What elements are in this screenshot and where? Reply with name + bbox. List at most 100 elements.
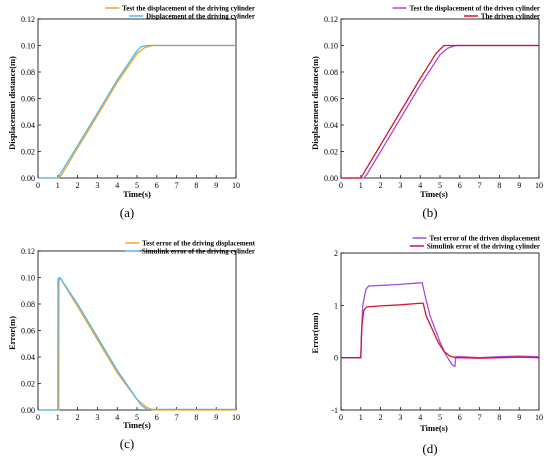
chart-a-xtick-label: 0 bbox=[36, 181, 40, 190]
chart-b-series-1-line bbox=[341, 44, 539, 179]
chart-b-ytick-label: 0.04 bbox=[324, 121, 338, 130]
chart-c-panel-label: (c) bbox=[120, 436, 134, 451]
chart-c-ytick-label: 0.00 bbox=[21, 406, 35, 415]
chart-b-panel-label: (b) bbox=[422, 205, 437, 220]
chart-a-xtick-label: 10 bbox=[232, 181, 240, 190]
chart-b-xtick-label: 9 bbox=[517, 181, 521, 190]
chart-a-panel-label: (a) bbox=[120, 205, 134, 220]
chart-d-ytick-label: 0 bbox=[334, 354, 338, 363]
chart-b-xtick-label: 2 bbox=[379, 181, 383, 190]
chart-d-ytick-label: -1 bbox=[331, 406, 338, 415]
chart-c-xtick-label: 7 bbox=[175, 413, 179, 422]
chart-panel-a: Displacement distance(m) Time(s) (a) 0 1 2… bbox=[7, 5, 255, 221]
chart-a-frame bbox=[37, 18, 237, 179]
chart-a-legend-label: Displacement of the driving cylinder bbox=[146, 13, 255, 21]
chart-d-xtick-label: 3 bbox=[398, 413, 402, 422]
chart-c-xtick-label: 10 bbox=[232, 413, 240, 422]
chart-b-legend-label: The driven cylinder bbox=[481, 13, 540, 21]
chart-panel-d: Error(mm) Time(s) (d) 0 1 2 3 4 5 6 7 8 9 10-1012T… bbox=[310, 235, 543, 457]
chart-d-ytick-label: 1 bbox=[334, 301, 338, 310]
chart-c-frame bbox=[37, 250, 237, 411]
chart-a-xtick-label: 6 bbox=[155, 181, 159, 190]
chart-b-xtick-label: 3 bbox=[398, 181, 402, 190]
chart-b-xlabel: Time(s) bbox=[420, 189, 448, 199]
chart-c-xtick-label: 3 bbox=[95, 413, 99, 422]
chart-a-ylabel: Displacement distance(m) bbox=[7, 56, 17, 150]
chart-b-ytick-label: 0.08 bbox=[324, 68, 338, 77]
chart-d-xtick-label: 7 bbox=[478, 413, 482, 422]
chart-b-ytick-label: 0.12 bbox=[324, 15, 338, 24]
chart-c-xtick-label: 1 bbox=[56, 413, 60, 422]
chart-d-ylabel: Error(mm) bbox=[310, 312, 320, 353]
chart-d-xtick-label: 0 bbox=[339, 413, 343, 422]
chart-d-ytick-label: 2 bbox=[334, 249, 338, 258]
chart-d-xtick-label: 1 bbox=[359, 413, 363, 422]
chart-d-legend-label: Test error of the driven displacement bbox=[430, 235, 541, 243]
chart-a-xtick-label: 1 bbox=[56, 181, 60, 190]
chart-b-ylabel: Displacement distance(m) bbox=[310, 56, 320, 150]
chart-panel-c: Error(m) Time(s) (c) 0 1 2 3 4 5 6 7 8 9 10 0.00 0.0… bbox=[7, 240, 256, 452]
chart-c-ytick-label: 0.10 bbox=[21, 274, 35, 283]
chart-a-xtick-label: 4 bbox=[115, 181, 119, 190]
chart-b-xtick-label: 1 bbox=[359, 181, 363, 190]
chart-a-legend-label: Test the displacement of the driving cyl… bbox=[122, 5, 255, 13]
chart-b-ytick-label: 0.00 bbox=[324, 174, 338, 183]
chart-b-xtick-label: 4 bbox=[418, 181, 422, 190]
chart-d-legend-label: Simulink error of the driving cylinder bbox=[427, 243, 540, 251]
chart-b-series-2-line bbox=[341, 44, 539, 179]
chart-a-xtick-label: 3 bbox=[95, 181, 99, 190]
chart-c-ylabel: Error(m) bbox=[7, 316, 17, 350]
chart-b-xtick-label: 10 bbox=[535, 181, 543, 190]
chart-c-ytick-label: 0.02 bbox=[21, 380, 35, 389]
chart-c-series-1-line bbox=[38, 278, 236, 411]
chart-c-ytick-label: 0.12 bbox=[21, 247, 35, 256]
chart-a-series-1-line bbox=[38, 44, 236, 179]
chart-d-xtick-label: 9 bbox=[517, 413, 521, 422]
chart-a-series-2-line bbox=[38, 44, 236, 179]
chart-c-series-2-line bbox=[38, 276, 236, 411]
chart-b-xtick-label: 5 bbox=[438, 181, 442, 190]
chart-panel-b: Displacement distance(m) Time(s) (b) 0 1 2… bbox=[310, 5, 543, 221]
chart-d-xtick-label: 4 bbox=[418, 413, 422, 422]
chart-b-ytick-label: 0.02 bbox=[324, 148, 338, 157]
chart-c-xtick-label: 9 bbox=[214, 413, 218, 422]
chart-d-xtick-label: 6 bbox=[458, 413, 462, 422]
chart-a-ytick-label: 0.04 bbox=[21, 121, 35, 130]
chart-a-ytick-label: 0.08 bbox=[21, 68, 35, 77]
chart-c-xtick-label: 8 bbox=[194, 413, 198, 422]
chart-a-ytick-label: 0.10 bbox=[21, 42, 35, 51]
chart-a-ytick-label: 0.12 bbox=[21, 15, 35, 24]
chart-d-xtick-label: 5 bbox=[438, 413, 442, 422]
chart-c-legend-label: Simulink error of the driving cylinder bbox=[142, 248, 255, 256]
chart-c-ytick-label: 0.08 bbox=[21, 300, 35, 309]
chart-c-xtick-label: 4 bbox=[115, 413, 119, 422]
chart-d-xlabel: Time(s) bbox=[420, 423, 448, 433]
chart-c-xtick-label: 0 bbox=[36, 413, 40, 422]
chart-a-xlabel: Time(s) bbox=[123, 189, 151, 199]
chart-d-series-1-line bbox=[341, 282, 540, 368]
chart-a-xtick-label: 2 bbox=[76, 181, 80, 190]
chart-d-panel-label: (d) bbox=[422, 441, 437, 456]
chart-a-ytick-label: 0.06 bbox=[21, 95, 35, 104]
chart-d-series-2-line bbox=[341, 302, 540, 359]
chart-a-xtick-label: 8 bbox=[194, 181, 198, 190]
chart-c-ytick-label: 0.04 bbox=[21, 353, 35, 362]
chart-d-xtick-label: 8 bbox=[497, 413, 501, 422]
chart-c-xlabel: Time(s) bbox=[123, 420, 151, 430]
chart-c-ytick-label: 0.06 bbox=[21, 327, 35, 336]
chart-a-xtick-label: 5 bbox=[135, 181, 139, 190]
chart-b-xtick-label: 0 bbox=[339, 181, 343, 190]
chart-c-xtick-label: 5 bbox=[135, 413, 139, 422]
chart-a-ytick-label: 0.02 bbox=[21, 148, 35, 157]
chart-d-frame bbox=[340, 252, 540, 411]
chart-b-frame bbox=[340, 18, 540, 179]
chart-c-xtick-label: 2 bbox=[76, 413, 80, 422]
chart-b-ytick-label: 0.06 bbox=[324, 95, 338, 104]
chart-b-xtick-label: 8 bbox=[497, 181, 501, 190]
chart-d-xtick-label: 10 bbox=[535, 413, 543, 422]
chart-d-xtick-label: 2 bbox=[379, 413, 383, 422]
chart-c-xtick-label: 6 bbox=[155, 413, 159, 422]
chart-a-xtick-label: 7 bbox=[175, 181, 179, 190]
chart-a-ytick-label: 0.00 bbox=[21, 174, 35, 183]
